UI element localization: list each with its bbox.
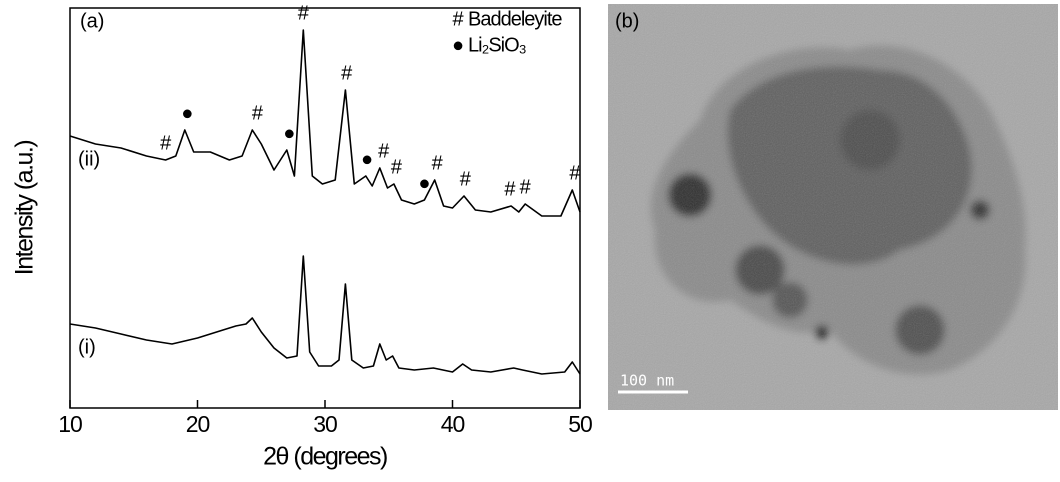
peak-marker: # <box>460 168 472 190</box>
peak-marker: # <box>520 176 532 198</box>
x-tick-label: 10 <box>58 411 82 437</box>
peak-marker: # <box>569 162 581 184</box>
peak-marker: ● <box>361 148 373 170</box>
peak-marker: # <box>160 132 172 154</box>
x-tick-label: 20 <box>186 411 210 437</box>
y-axis-label: Intensity (a.u.) <box>11 141 39 276</box>
x-tick-label: 40 <box>441 411 465 437</box>
panel-label: (b) <box>615 10 639 32</box>
x-axis-label: 2θ (degrees) <box>263 443 387 471</box>
legend-symbol: ● <box>452 34 464 56</box>
legend-text: Baddeleyite <box>468 8 562 30</box>
peak-marker: # <box>341 62 353 84</box>
scale-bar-label: 100 nm <box>620 372 674 390</box>
peak-marker: # <box>391 156 403 178</box>
legend-text: Li₂SiO₃ <box>468 34 526 56</box>
series-line <box>69 255 581 375</box>
x-tick-label: 50 <box>568 411 592 437</box>
peak-marker: ● <box>181 102 193 124</box>
peak-marker: # <box>252 102 264 124</box>
x-tick-label: 30 <box>313 411 337 437</box>
peak-marker: # <box>504 178 516 200</box>
peak-marker: # <box>378 140 390 162</box>
legend-symbol: # <box>452 8 464 30</box>
peak-marker: ● <box>283 122 295 144</box>
peak-marker: # <box>432 152 444 174</box>
panel-label: (a) <box>80 10 104 32</box>
tem-image: 100 nm (b) <box>608 4 1058 410</box>
series-label: (i) <box>78 336 96 358</box>
tem-noise <box>608 4 1058 410</box>
peak-marker: ● <box>418 172 430 194</box>
peak-marker: # <box>298 2 310 24</box>
series-line <box>69 29 581 217</box>
series-label: (ii) <box>78 148 100 170</box>
